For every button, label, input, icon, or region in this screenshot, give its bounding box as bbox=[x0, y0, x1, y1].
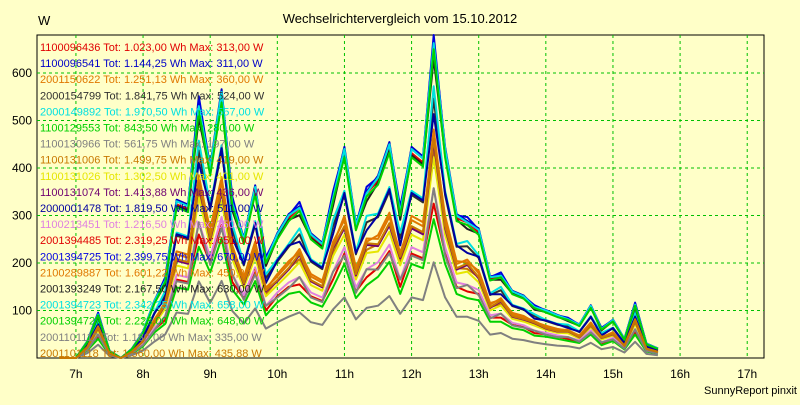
series-line-2000001478 bbox=[59, 113, 659, 359]
x-tick-label: 11h bbox=[335, 367, 354, 381]
x-tick-label: 13h bbox=[469, 367, 489, 381]
legend-entry-2000149892: 2000149892 Tot: 1.970,50 Wh Max: 557,00 … bbox=[40, 106, 265, 118]
legend-entry-2001394485: 2001394485 Tot: 2.319,25 Wh Max: 651,00 … bbox=[40, 235, 265, 247]
y-tick-label: 200 bbox=[12, 256, 32, 270]
legend-entry-2001394725: 2001394725 Tot: 2.399,75 Wh Max: 670,00 … bbox=[40, 251, 265, 263]
legend: 1100096436 Tot: 1.023,00 Wh Max: 313,00 … bbox=[40, 42, 265, 360]
x-tick-label: 14h bbox=[536, 367, 556, 381]
legend-entry-2001393249: 2001393249 Tot: 2.167,50 Wh Max: 630,00 … bbox=[40, 284, 265, 296]
x-tick-label: 7h bbox=[69, 367, 82, 381]
series-line-2001394727 bbox=[59, 48, 659, 359]
legend-entry-1100096541: 1100096541 Tot: 1.144,25 Wh Max: 311,00 … bbox=[40, 58, 263, 70]
y-tick-label: 300 bbox=[12, 209, 32, 223]
legend-entry-1100131026: 1100131026 Tot: 1.302,50 Wh Max: 401,00 … bbox=[40, 171, 264, 183]
x-tick-label: 15h bbox=[603, 367, 623, 381]
series-line-2001101118 bbox=[59, 137, 659, 359]
legend-entry-1100129553: 1100129553 Tot: 843,50 Wh Max: 280,00 W bbox=[40, 123, 255, 135]
x-tick-label: 10h bbox=[267, 367, 287, 381]
series-line-1100129553 bbox=[59, 218, 659, 359]
legend-entry-1100131074: 1100131074 Tot: 1.413,88 Wh Max: 436,00 … bbox=[40, 187, 264, 199]
grid bbox=[37, 35, 764, 358]
series-line-1100130966 bbox=[59, 261, 659, 359]
legend-entry-1100130966: 1100130966 Tot: 561,75 Wh Max: 197,00 W bbox=[40, 139, 255, 151]
series-line-2001101117 bbox=[59, 187, 659, 359]
y-tick-label: 600 bbox=[12, 66, 32, 80]
legend-entry-2001150622: 2001150622 Tot: 1.251,13 Wh Max: 360,00 … bbox=[40, 74, 264, 86]
legend-entry-1100213451: 1100213451 Tot: 1.216,50 Wh Max: 350,00 … bbox=[40, 219, 264, 231]
legend-entry-1100131006: 1100131006 Tot: 1.499,75 Wh Max: 419,00 … bbox=[40, 155, 264, 167]
legend-entry-1100096436: 1100096436 Tot: 1.023,00 Wh Max: 313,00 … bbox=[40, 42, 264, 54]
footer-credit: SunnyReport pinxit bbox=[704, 385, 797, 397]
x-tick-label: 9h bbox=[204, 367, 217, 381]
series-line-1100131026 bbox=[59, 156, 659, 359]
y-axis-label: W bbox=[38, 13, 51, 28]
chart-title: Wechselrichtervergleich vom 15.10.2012 bbox=[283, 11, 518, 26]
legend-entry-2100289887: 2100289887 Tot: 1.601,22 Wh Max: 450,00 … bbox=[40, 267, 265, 279]
x-tick-label: 16h bbox=[670, 367, 690, 381]
y-tick-label: 100 bbox=[12, 304, 32, 318]
series-layer bbox=[59, 34, 659, 359]
series-line-2100289887 bbox=[59, 128, 659, 359]
x-tick-label: 8h bbox=[136, 367, 149, 381]
x-tick-label: 12h bbox=[402, 367, 422, 381]
legend-entry-2001394727: 2001394727 Tot: 2.223,00 Wh Max: 648,00 … bbox=[40, 316, 265, 328]
legend-entry-2001394723: 2001394723 Tot: 2.342,25 Wh Max: 658,00 … bbox=[40, 300, 265, 312]
x-tick-label: 17h bbox=[737, 367, 757, 381]
y-tick-label: 400 bbox=[12, 161, 32, 175]
legend-entry-2001101118: 2001101118 Tot: 1.560,00 Wh Max: 435,88 … bbox=[40, 348, 262, 360]
y-tick-label: 500 bbox=[12, 114, 32, 128]
legend-entry-2000154799: 2000154799 Tot: 1.841,75 Wh Max: 524,00 … bbox=[40, 90, 265, 102]
legend-entry-2000001478: 2000001478 Tot: 1.819,50 Wh Max: 511,00 … bbox=[40, 203, 264, 215]
legend-entry-2001101117: 2001101117 Tot: 1.180,00 Wh Max: 335,00 … bbox=[40, 332, 262, 344]
axes: 100 200 300 400 500 600 7h 8h 9h 10h 11h 12h 13h 14h 1… bbox=[12, 66, 757, 381]
